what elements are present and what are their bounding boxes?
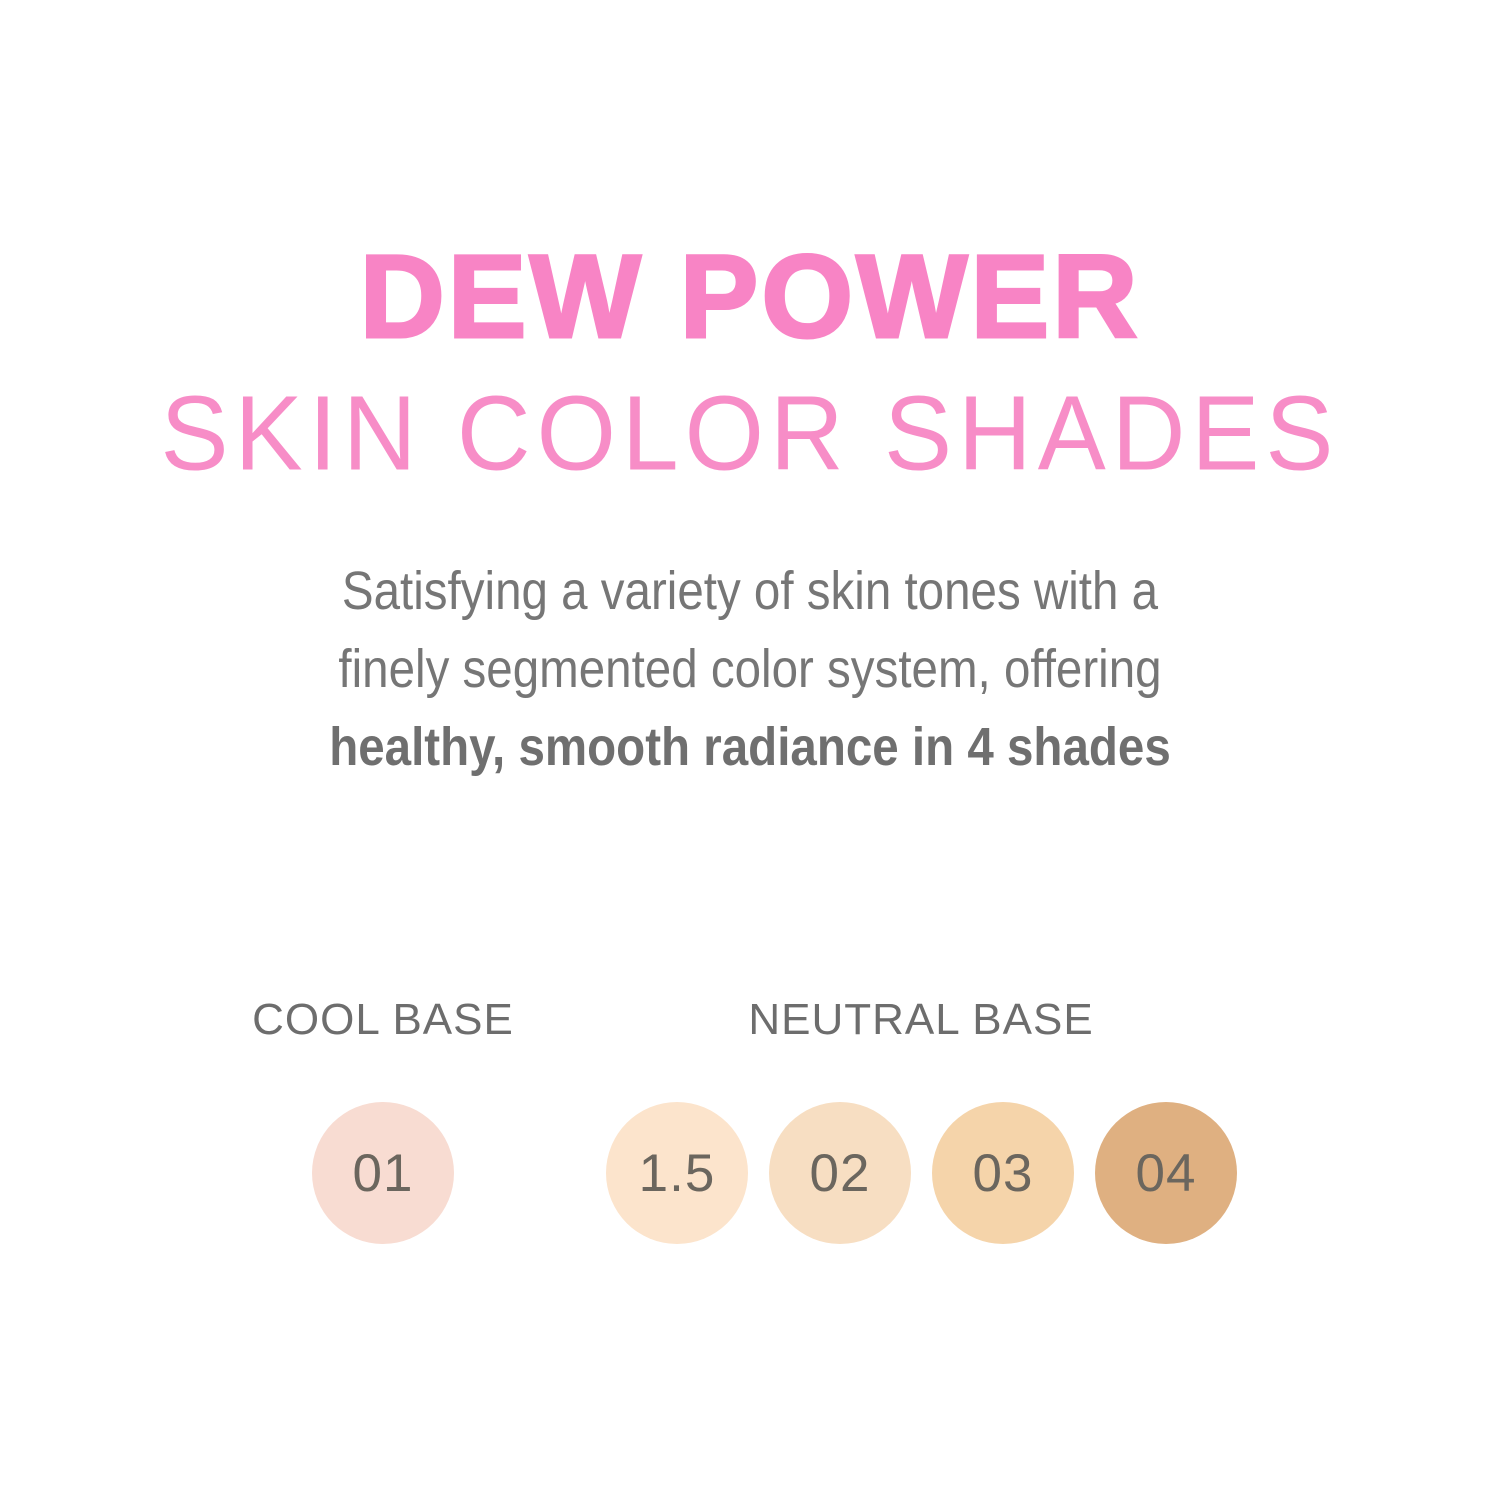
description-line-1: Satisfying a variety of skin tones with … [341, 561, 1159, 621]
shade-number-04: 04 [1135, 1143, 1197, 1203]
shade-number-02: 02 [809, 1143, 871, 1203]
shade-number-1-5: 1.5 [638, 1143, 716, 1203]
shade-swatch-1-5: 1.5 [606, 1102, 748, 1244]
shade-number-03: 03 [972, 1143, 1034, 1203]
description-line-2: finely segmented color system, offering [338, 639, 1162, 699]
shade-swatch-03: 03 [932, 1102, 1074, 1244]
description-line-3-bold: healthy, smooth radiance in 4 shades [329, 717, 1171, 777]
shade-number-01: 01 [352, 1143, 414, 1203]
description: Satisfying a variety of skin tones with … [90, 552, 1410, 786]
page-subtitle: SKIN COLOR SHADES [160, 373, 1340, 493]
shade-swatch-04: 04 [1095, 1102, 1237, 1244]
page-title: DEW POWER [358, 231, 1141, 363]
cool-base-label: COOL BASE [252, 995, 514, 1044]
shade-swatch-02: 02 [769, 1102, 911, 1244]
neutral-base-label: NEUTRAL BASE [748, 995, 1094, 1044]
shade-swatch-01: 01 [312, 1102, 454, 1244]
